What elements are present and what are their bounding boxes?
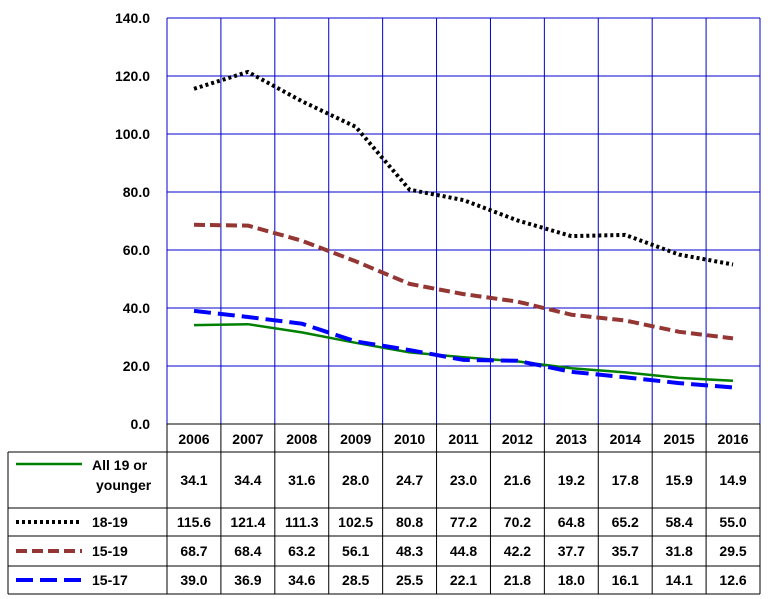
y-tick-label: 40.0: [123, 300, 150, 316]
series-lines: [193, 69, 734, 390]
data-cell-label: 28.5: [342, 572, 369, 588]
y-tick-label: 80.0: [123, 184, 150, 200]
x-category-label: 2012: [502, 431, 533, 447]
x-category-label: 2007: [232, 431, 263, 447]
x-category-label: 2016: [717, 431, 748, 447]
data-cell-label: 35.7: [612, 543, 639, 559]
data-cell-label: 80.8: [396, 514, 423, 530]
data-cell-label: 21.8: [504, 572, 531, 588]
data-cell-label: 111.3: [285, 514, 319, 530]
data-cell-label: 39.0: [180, 572, 207, 588]
x-category-label: 2008: [286, 431, 317, 447]
data-cell-label: 28.0: [342, 472, 369, 488]
data-cell-label: 58.4: [666, 514, 693, 530]
data-cell-label: 34.6: [288, 572, 315, 588]
data-cell-label: 77.2: [450, 514, 477, 530]
y-tick-label: 140.0: [115, 10, 150, 26]
data-cell-label: 31.6: [288, 472, 315, 488]
data-cell-label: 68.7: [180, 543, 207, 559]
x-category-label: 2015: [664, 431, 695, 447]
x-category-label: 2010: [394, 431, 425, 447]
data-cell-label: 14.9: [719, 472, 746, 488]
legend-label: 15-17: [92, 572, 128, 588]
data-cell-label: 23.0: [450, 472, 477, 488]
legend-label: younger: [96, 477, 152, 493]
data-cell-label: 56.1: [342, 543, 369, 559]
legend-label: All 19 or: [92, 457, 148, 473]
data-cell-label: 102.5: [338, 514, 373, 530]
data-cell-label: 70.2: [504, 514, 531, 530]
data-cell-label: 34.4: [234, 472, 261, 488]
data-cell-label: 17.8: [612, 472, 639, 488]
data-cell-label: 24.7: [396, 472, 423, 488]
y-tick-label: 120.0: [115, 68, 150, 84]
x-category-label: 2009: [340, 431, 371, 447]
data-cell-label: 63.2: [288, 543, 315, 559]
x-category-label: 2011: [448, 431, 479, 447]
data-cell-label: 65.2: [612, 514, 639, 530]
data-cell-label: 16.1: [612, 572, 639, 588]
y-axis-tick-labels: 0.0 20.0 40.0 60.0 80.0 100.0 120.0 140.0: [115, 10, 150, 432]
x-category-label: 2014: [610, 431, 641, 447]
legend-label: 15-19: [92, 543, 128, 559]
y-tick-label: 20.0: [123, 358, 150, 374]
data-cell-label: 55.0: [719, 514, 746, 530]
data-cell-label: 14.1: [666, 572, 693, 588]
y-tick-label: 60.0: [123, 242, 150, 258]
y-tick-label: 0.0: [131, 416, 151, 432]
data-cell-label: 42.2: [504, 543, 531, 559]
legend-label: 18-19: [92, 514, 128, 530]
data-cell-label: 29.5: [719, 543, 746, 559]
data-cell-label: 15.9: [666, 472, 693, 488]
data-cell-label: 19.2: [558, 472, 585, 488]
series-line-18-19: [193, 69, 734, 267]
data-cell-label: 36.9: [234, 572, 261, 588]
plot-gridlines: [166, 17, 761, 425]
data-cell-label: 44.8: [450, 543, 477, 559]
data-cell-label: 115.6: [177, 514, 211, 530]
series-line-all-19-or-younger: [193, 322, 734, 383]
data-cell-label: 68.4: [234, 543, 261, 559]
data-table: 2006 2007 2008 2009 2010 2011 2012 2013 2014 2015…: [7, 423, 761, 595]
data-cell-label: 37.7: [558, 543, 585, 559]
series-line-15-17: [193, 308, 734, 390]
data-cell-label: 25.5: [396, 572, 423, 588]
data-cell-label: 12.6: [719, 572, 746, 588]
y-tick-label: 100.0: [115, 126, 150, 142]
data-cell-label: 121.4: [230, 514, 265, 530]
data-cell-label: 64.8: [558, 514, 585, 530]
data-cell-label: 48.3: [396, 543, 423, 559]
x-category-label: 2006: [178, 431, 209, 447]
data-cell-label: 21.6: [504, 472, 531, 488]
data-cell-label: 34.1: [180, 472, 207, 488]
data-cell-label: 18.0: [558, 572, 585, 588]
x-category-label: 2013: [556, 431, 587, 447]
series-line-15-19: [193, 222, 734, 341]
data-cell-label: 22.1: [450, 572, 477, 588]
data-cell-label: 31.8: [666, 543, 693, 559]
